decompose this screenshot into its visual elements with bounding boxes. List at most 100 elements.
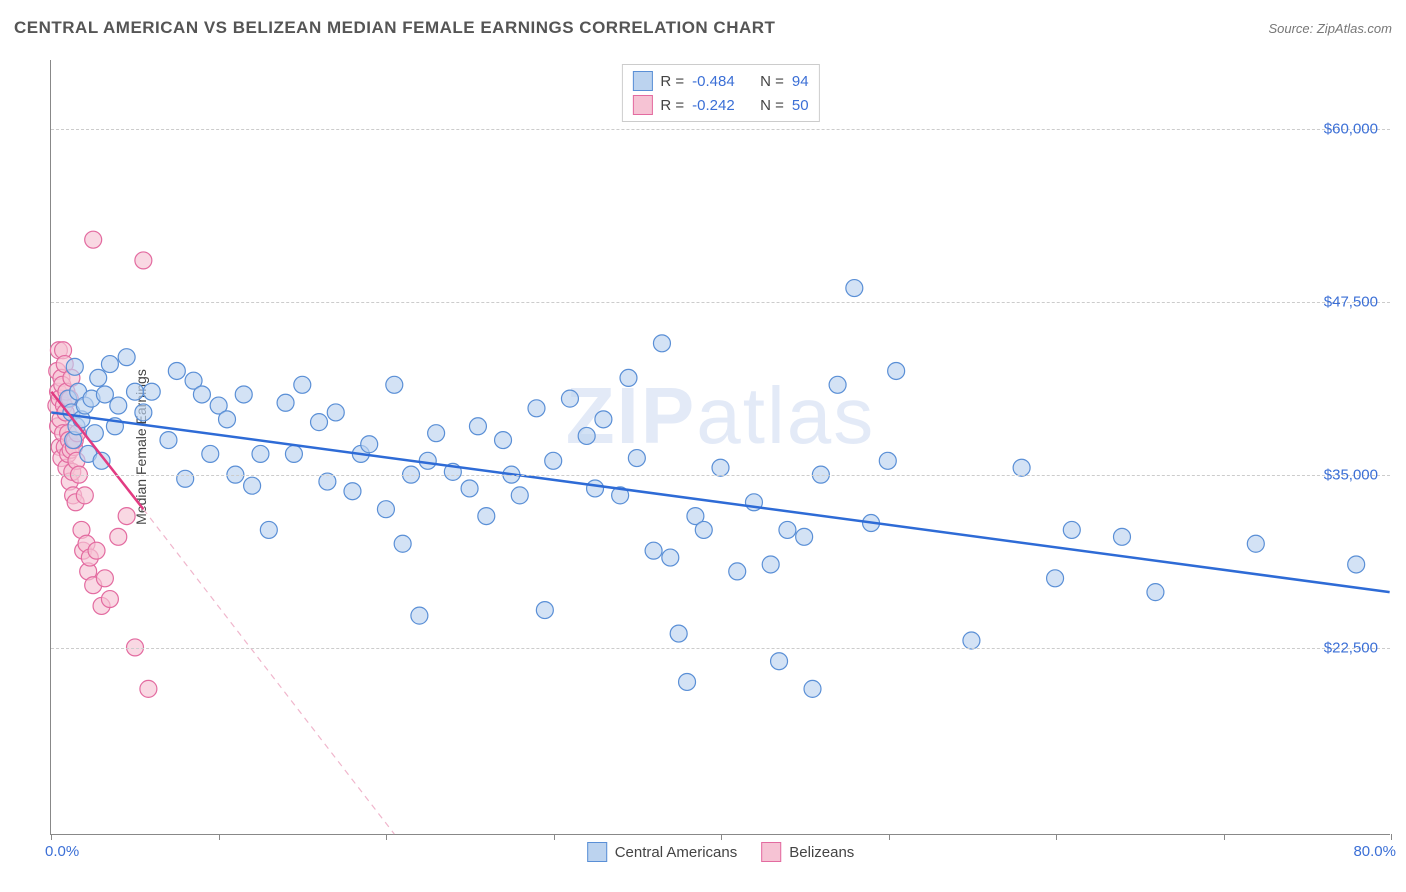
data-point — [394, 535, 411, 552]
data-point — [344, 483, 361, 500]
data-point — [118, 349, 135, 366]
data-point — [311, 414, 328, 431]
data-point — [96, 570, 113, 587]
n-value-0: 94 — [792, 73, 809, 90]
y-tick-label: $22,500 — [1324, 640, 1378, 657]
data-point — [160, 432, 177, 449]
data-point — [85, 231, 102, 248]
data-point — [244, 477, 261, 494]
data-point — [1113, 528, 1130, 545]
data-point — [536, 602, 553, 619]
data-point — [219, 411, 236, 428]
data-point — [143, 383, 160, 400]
data-point — [252, 445, 269, 462]
data-point — [177, 470, 194, 487]
data-point — [963, 632, 980, 649]
data-point — [294, 376, 311, 393]
data-point — [679, 673, 696, 690]
data-point — [804, 680, 821, 697]
data-point — [428, 425, 445, 442]
data-point — [76, 487, 93, 504]
data-point — [587, 480, 604, 497]
data-point — [202, 445, 219, 462]
data-point — [386, 376, 403, 393]
data-point — [101, 356, 118, 373]
n-label-0: N = — [760, 73, 784, 90]
data-point — [118, 508, 135, 525]
gridline — [51, 648, 1390, 649]
data-point — [1013, 459, 1030, 476]
data-point — [377, 501, 394, 518]
swatch-series-0 — [632, 71, 652, 91]
data-point — [796, 528, 813, 545]
data-point — [285, 445, 302, 462]
data-point — [469, 418, 486, 435]
data-point — [193, 386, 210, 403]
x-tick-mark — [386, 834, 387, 840]
data-point — [1047, 570, 1064, 587]
corr-row-series-0: R = -0.484 N = 94 — [632, 69, 808, 93]
x-tick-mark — [219, 834, 220, 840]
data-point — [670, 625, 687, 642]
y-tick-label: $35,000 — [1324, 467, 1378, 484]
data-point — [528, 400, 545, 417]
data-point — [771, 653, 788, 670]
source-label: Source: — [1268, 21, 1316, 36]
data-point — [135, 252, 152, 269]
data-point — [110, 397, 127, 414]
data-point — [779, 521, 796, 538]
data-point — [662, 549, 679, 566]
data-point — [478, 508, 495, 525]
r-value-0: -0.484 — [692, 73, 752, 90]
x-tick-mark — [554, 834, 555, 840]
x-tick-mark — [721, 834, 722, 840]
data-point — [66, 358, 83, 375]
legend-label-0: Central Americans — [615, 844, 738, 861]
data-point — [712, 459, 729, 476]
data-point — [645, 542, 662, 559]
y-tick-label: $60,000 — [1324, 121, 1378, 138]
x-tick-mark — [1391, 834, 1392, 840]
x-tick-mark — [51, 834, 52, 840]
data-point — [88, 542, 105, 559]
data-point — [695, 521, 712, 538]
source-value: ZipAtlas.com — [1317, 21, 1392, 36]
plot-area: Median Female Earnings ZIPatlas R = -0.4… — [50, 60, 1390, 835]
gridline — [51, 302, 1390, 303]
legend-item-0: Central Americans — [587, 842, 738, 862]
data-point — [419, 452, 436, 469]
n-value-1: 50 — [792, 97, 809, 114]
data-point — [653, 335, 670, 352]
r-label-0: R = — [660, 73, 684, 90]
x-tick-mark — [1224, 834, 1225, 840]
data-point — [888, 362, 905, 379]
legend: Central Americans Belizeans — [587, 842, 855, 862]
data-point — [411, 607, 428, 624]
x-axis-max-label: 80.0% — [1353, 843, 1396, 860]
data-point — [461, 480, 478, 497]
x-tick-mark — [889, 834, 890, 840]
gridline — [51, 129, 1390, 130]
data-point — [578, 427, 595, 444]
chart-source: Source: ZipAtlas.com — [1268, 21, 1392, 36]
data-point — [829, 376, 846, 393]
data-point — [561, 390, 578, 407]
data-point — [327, 404, 344, 421]
data-point — [595, 411, 612, 428]
data-point — [140, 680, 157, 697]
data-point — [361, 436, 378, 453]
chart-title: CENTRAL AMERICAN VS BELIZEAN MEDIAN FEMA… — [14, 18, 775, 38]
legend-item-1: Belizeans — [761, 842, 854, 862]
x-tick-mark — [1056, 834, 1057, 840]
data-point — [545, 452, 562, 469]
data-point — [628, 450, 645, 467]
data-point — [127, 383, 144, 400]
data-point — [762, 556, 779, 573]
chart-header: CENTRAL AMERICAN VS BELIZEAN MEDIAN FEMA… — [14, 18, 1392, 38]
r-value-1: -0.242 — [692, 97, 752, 114]
data-point — [1247, 535, 1264, 552]
legend-swatch-1 — [761, 842, 781, 862]
swatch-series-1 — [632, 95, 652, 115]
data-point — [260, 521, 277, 538]
correlation-box: R = -0.484 N = 94 R = -0.242 N = 50 — [621, 64, 819, 122]
